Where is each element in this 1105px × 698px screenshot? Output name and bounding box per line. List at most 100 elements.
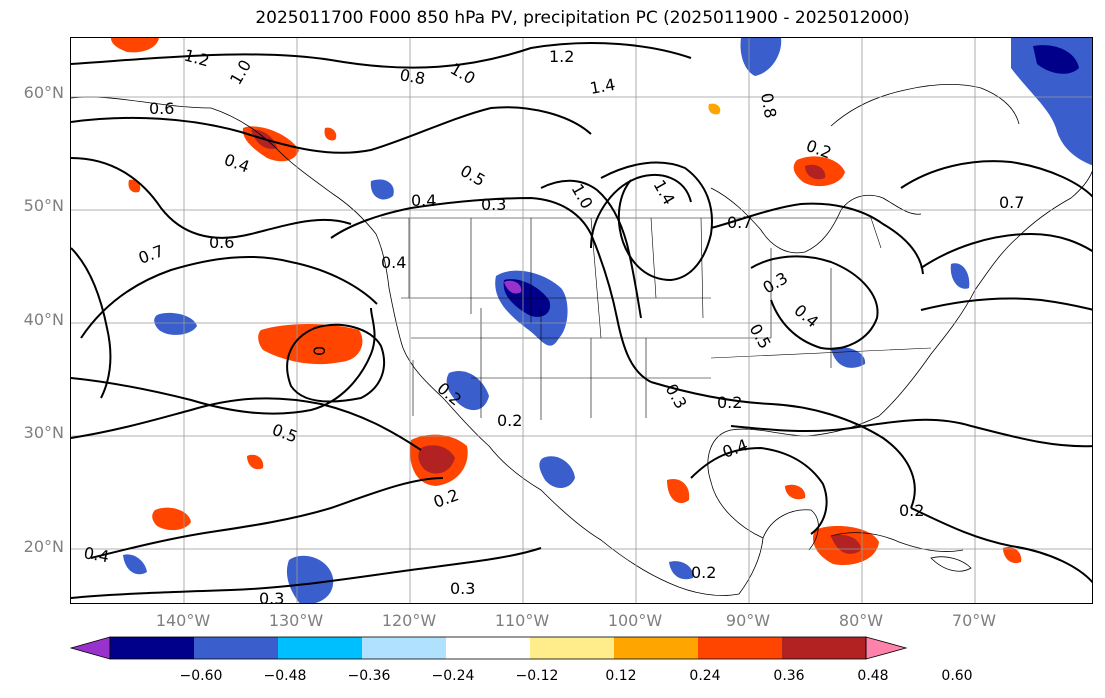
lat-label-20n: 20°N xyxy=(23,537,64,556)
precip-negative-core xyxy=(1033,45,1079,74)
colorbar-bin xyxy=(614,637,698,659)
map-title: 2025011700 F000 850 hPa PV, precipitatio… xyxy=(255,8,910,28)
precip-negative-area xyxy=(286,555,334,603)
precip-positive-core xyxy=(805,164,826,180)
lon-label-110w: 110°W xyxy=(494,611,550,630)
colorbar-tick-label: −0.12 xyxy=(515,668,559,684)
lat-label-60n: 60°N xyxy=(23,83,64,102)
colorbar-bin xyxy=(362,637,446,659)
coastline xyxy=(71,96,819,596)
precip-negative-area xyxy=(950,263,970,289)
map-canvas: 1.2 1.21.0 0.8 1.0 1.40.60.4 0.51.0 1.40.80.20… xyxy=(71,38,1092,604)
state-borders xyxy=(381,217,932,420)
lon-label-100w: 100°W xyxy=(607,611,663,630)
colorbar xyxy=(70,636,908,660)
pv-contour xyxy=(71,397,422,451)
pv-contour xyxy=(910,507,1092,584)
precip-positive-area xyxy=(258,324,363,365)
contour-label: 0.8 xyxy=(757,91,780,119)
colorbar-tick-label: 0.60 xyxy=(941,668,973,684)
pv-contour xyxy=(80,255,378,339)
lon-label-80w: 80°W xyxy=(838,611,884,630)
precip-negative-area xyxy=(123,554,147,575)
colorbar-tick-label: 0.48 xyxy=(857,668,889,684)
lon-label-140w: 140°W xyxy=(155,611,211,630)
precip-negative-area xyxy=(831,346,866,368)
contour-label: 1.4 xyxy=(588,75,616,98)
colorbar-tick-label: −0.48 xyxy=(263,668,307,684)
contour-label: 0.6 xyxy=(149,99,174,118)
coastlines-and-borders xyxy=(71,83,1092,596)
colorbar-bin xyxy=(782,637,866,659)
contour-label: 0.2 xyxy=(717,393,742,412)
colorbar-bin xyxy=(278,637,362,659)
contour-label: 0.4 xyxy=(411,191,436,210)
precip-negative-area xyxy=(370,179,394,200)
pv-contour xyxy=(71,106,592,154)
contour-label: 0.3 xyxy=(259,589,284,604)
pv-contour xyxy=(590,174,692,249)
contour-label: 1.2 xyxy=(549,47,574,66)
colorbar-bin xyxy=(698,637,782,659)
contour-label: 0.7 xyxy=(727,213,752,232)
coastline xyxy=(930,556,972,572)
colorbar-tick-label: 0.12 xyxy=(605,668,637,684)
colorbar-tick-label: −0.24 xyxy=(431,668,475,684)
precip-negative-area xyxy=(154,312,197,335)
pv-contour xyxy=(710,202,924,275)
precip-negative-area xyxy=(539,456,575,488)
coastline xyxy=(830,532,964,552)
precip-positive-area xyxy=(708,103,721,115)
contour-label: 0.8 xyxy=(398,65,426,88)
pv-contour xyxy=(750,255,879,350)
contour-label: 0.4 xyxy=(82,543,110,566)
contour-label: 0.7 xyxy=(999,193,1024,212)
pv-contour xyxy=(71,547,542,599)
state-border xyxy=(412,308,647,420)
colorbar-outline xyxy=(109,636,867,660)
colorbar-extend-high xyxy=(865,636,908,660)
colorbar-tick-label: 0.24 xyxy=(689,668,721,684)
precip-positive-area xyxy=(247,454,264,470)
contour-label: 0.4 xyxy=(381,253,406,272)
contour-label: 0.6 xyxy=(209,233,234,252)
precip-negative-area xyxy=(740,38,782,76)
lon-label-120w: 120°W xyxy=(381,611,437,630)
contour-label: 0.3 xyxy=(450,579,475,598)
pv-contour xyxy=(71,157,352,239)
lat-label-40n: 40°N xyxy=(23,310,64,329)
precip-negative-core xyxy=(504,280,522,294)
map-panel: 1.2 1.2 1.0 0.8 1.0 1.4 0.6 0.4 0.5 1.0 1.4 0.8 0.2 0… xyxy=(70,37,1093,604)
precip-positive-area xyxy=(785,484,806,500)
precip-positive-area xyxy=(152,507,191,531)
lon-label-70w: 70°W xyxy=(951,611,997,630)
contour-label: 0.3 xyxy=(481,195,506,214)
precip-positive-core xyxy=(418,445,455,474)
pv-contours xyxy=(71,42,1092,599)
pv-contour xyxy=(920,232,1092,269)
lat-label-50n: 50°N xyxy=(23,196,64,215)
pv-contour xyxy=(730,418,1092,448)
lon-label-90w: 90°W xyxy=(725,611,771,630)
pv-contour xyxy=(920,297,1092,311)
pv-contour xyxy=(71,42,692,69)
contour-label: 0.2 xyxy=(497,411,522,430)
precip-positive-area xyxy=(128,179,141,193)
pv-contour xyxy=(330,196,652,383)
state-border xyxy=(408,217,832,368)
pv-contour xyxy=(900,160,1092,198)
pv-contour xyxy=(540,179,642,319)
precip-positive-area xyxy=(667,478,690,504)
coastline xyxy=(710,187,922,254)
colorbar-tick-label: 0.36 xyxy=(773,668,805,684)
pv-contour xyxy=(286,323,386,403)
pv-contour xyxy=(71,247,112,399)
precip-positive-area xyxy=(1003,546,1022,564)
pv-contour xyxy=(71,307,376,415)
coastline xyxy=(830,83,1020,127)
country-border xyxy=(381,217,882,249)
pv-contour xyxy=(650,381,916,509)
contour-label: 0 xyxy=(310,346,329,356)
contour-label: 0.2 xyxy=(691,563,716,582)
graticule xyxy=(71,38,1092,603)
